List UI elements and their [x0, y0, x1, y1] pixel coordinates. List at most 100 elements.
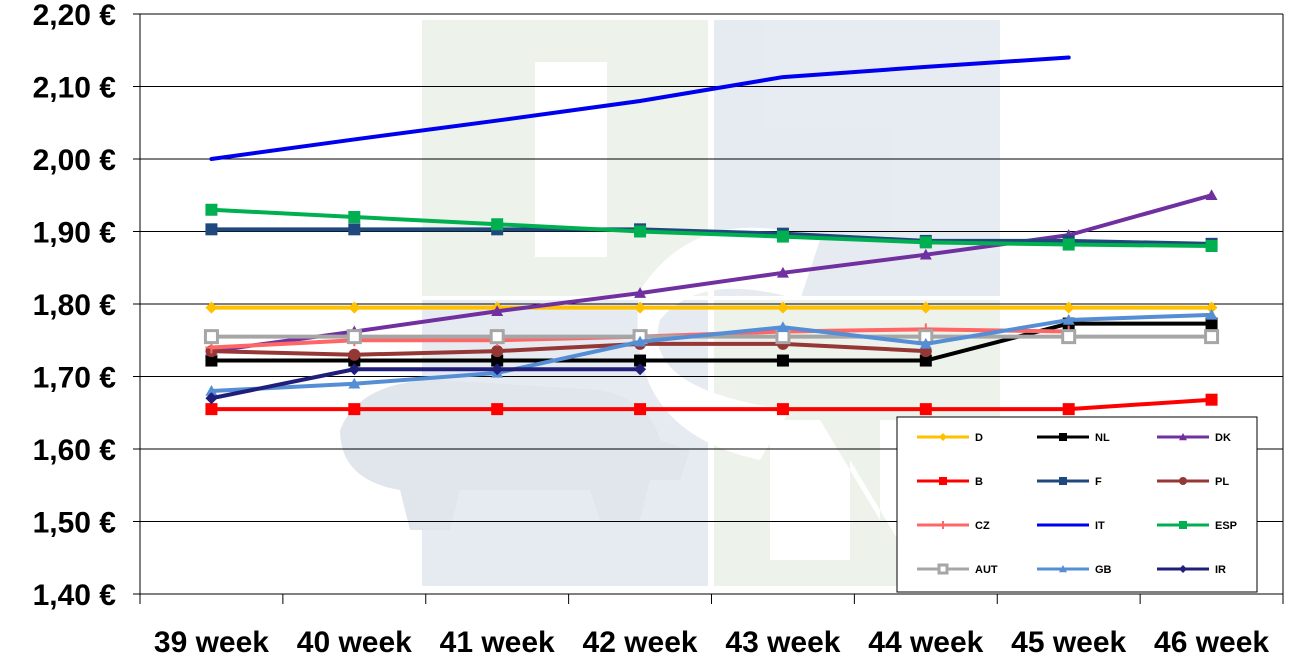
x-tick-label: 39 week — [154, 626, 269, 659]
series-line — [209, 227, 1214, 246]
data-point — [1205, 308, 1218, 320]
series-line — [209, 55, 1071, 161]
y-tick-label: 1,90 € — [33, 217, 117, 250]
data-point — [203, 329, 219, 345]
data-point — [1205, 393, 1218, 406]
series-line — [209, 367, 643, 401]
legend-label: ESP — [1215, 520, 1237, 532]
data-point — [491, 354, 504, 367]
series-b — [205, 393, 1218, 416]
series-ir — [205, 363, 647, 405]
data-point — [1062, 301, 1075, 314]
data-point — [491, 403, 504, 416]
x-tick-label: 41 week — [440, 626, 555, 659]
data-point — [348, 301, 361, 314]
legend-item-ir: IR — [1157, 564, 1226, 576]
data-point — [205, 403, 218, 416]
data-point — [634, 403, 647, 416]
data-point — [205, 385, 218, 396]
series-gb — [205, 308, 1218, 396]
series-line — [209, 193, 1214, 354]
x-tick-label: 43 week — [725, 626, 840, 659]
data-point — [348, 223, 361, 236]
data-point — [205, 301, 218, 314]
x-tick-label: 46 week — [1154, 626, 1269, 659]
data-point — [634, 225, 647, 238]
y-tick-label: 1,50 € — [33, 507, 117, 540]
legend-swatch-marker — [1059, 477, 1067, 485]
legend-label: PL — [1215, 476, 1229, 488]
data-point — [1062, 403, 1075, 416]
legend-label: IR — [1215, 564, 1226, 576]
y-tick-label: 2,10 € — [33, 72, 117, 105]
legend-swatch-marker — [1179, 521, 1187, 529]
legend-item-cz: CZ — [917, 520, 990, 532]
data-point — [1205, 240, 1218, 252]
legend-item-b: B — [917, 476, 983, 488]
data-point — [776, 230, 789, 243]
legend-item-dk: DK — [1157, 432, 1231, 444]
y-tick-label: 2,00 € — [33, 144, 117, 177]
data-point — [1062, 313, 1075, 325]
x-tick-label: 42 week — [583, 626, 698, 659]
data-point — [205, 354, 218, 367]
series-d — [205, 301, 1218, 314]
data-point — [919, 337, 932, 349]
legend-label: DK — [1215, 432, 1231, 444]
legend-item-d: D — [917, 432, 983, 444]
legend-label: F — [1095, 476, 1102, 488]
x-tick-label: 44 week — [868, 626, 983, 659]
data-point — [491, 305, 504, 317]
legend-label: B — [975, 476, 983, 488]
y-tick-label: 1,40 € — [33, 579, 117, 612]
legend-swatch-marker — [1179, 433, 1187, 441]
data-point — [634, 301, 647, 314]
legend-item-esp: ESP — [1157, 520, 1237, 532]
data-point — [1205, 301, 1218, 314]
data-point — [1205, 189, 1218, 201]
data-point — [919, 354, 932, 367]
y-axis-ticks: 1,40 € 1,50 € 1,60 € 1,70 € 1,80 € 1,90 € 2,00… — [33, 0, 140, 612]
legend-swatch-marker — [937, 563, 949, 575]
legend-label: D — [975, 432, 983, 444]
data-point — [776, 354, 789, 367]
series-group — [203, 55, 1220, 416]
series-line — [209, 312, 1214, 393]
series-aut — [203, 329, 1220, 345]
legend-label: CZ — [975, 520, 990, 532]
data-point — [776, 301, 789, 314]
data-point — [776, 321, 789, 332]
data-point — [491, 363, 504, 376]
data-point — [348, 348, 361, 361]
legend-swatch-marker — [1179, 477, 1187, 485]
data-point — [919, 403, 932, 416]
legend-label: IT — [1095, 520, 1105, 532]
data-point — [919, 301, 932, 314]
legend-item-pl: PL — [1157, 476, 1229, 488]
data-point — [1061, 329, 1077, 345]
legend-item-aut: AUT — [917, 563, 998, 576]
y-tick-label: 1,80 € — [33, 289, 117, 322]
data-point — [775, 329, 791, 345]
y-tick-label: 1,60 € — [33, 434, 117, 467]
legend-label: NL — [1095, 432, 1110, 444]
legend-item-nl: NL — [1037, 432, 1110, 444]
x-tick-label: 40 week — [297, 626, 412, 659]
y-tick-label: 2,20 € — [33, 0, 117, 32]
legend-item-f: F — [1037, 476, 1102, 488]
legend-swatch-marker — [939, 433, 947, 441]
legend-label: AUT — [975, 564, 998, 576]
legend: D NL DK B F PL CZ IT ESP AUT GB IR — [896, 416, 1258, 593]
data-point — [634, 354, 647, 367]
y-tick-label: 1,70 € — [33, 362, 117, 395]
series-line — [209, 207, 1214, 248]
series-line — [209, 397, 1214, 412]
data-point — [634, 363, 647, 376]
data-point — [919, 236, 932, 249]
data-point — [489, 329, 505, 345]
legend-swatch-marker — [1059, 433, 1067, 441]
data-point — [491, 218, 504, 231]
data-point — [348, 403, 361, 416]
data-point — [348, 377, 361, 389]
